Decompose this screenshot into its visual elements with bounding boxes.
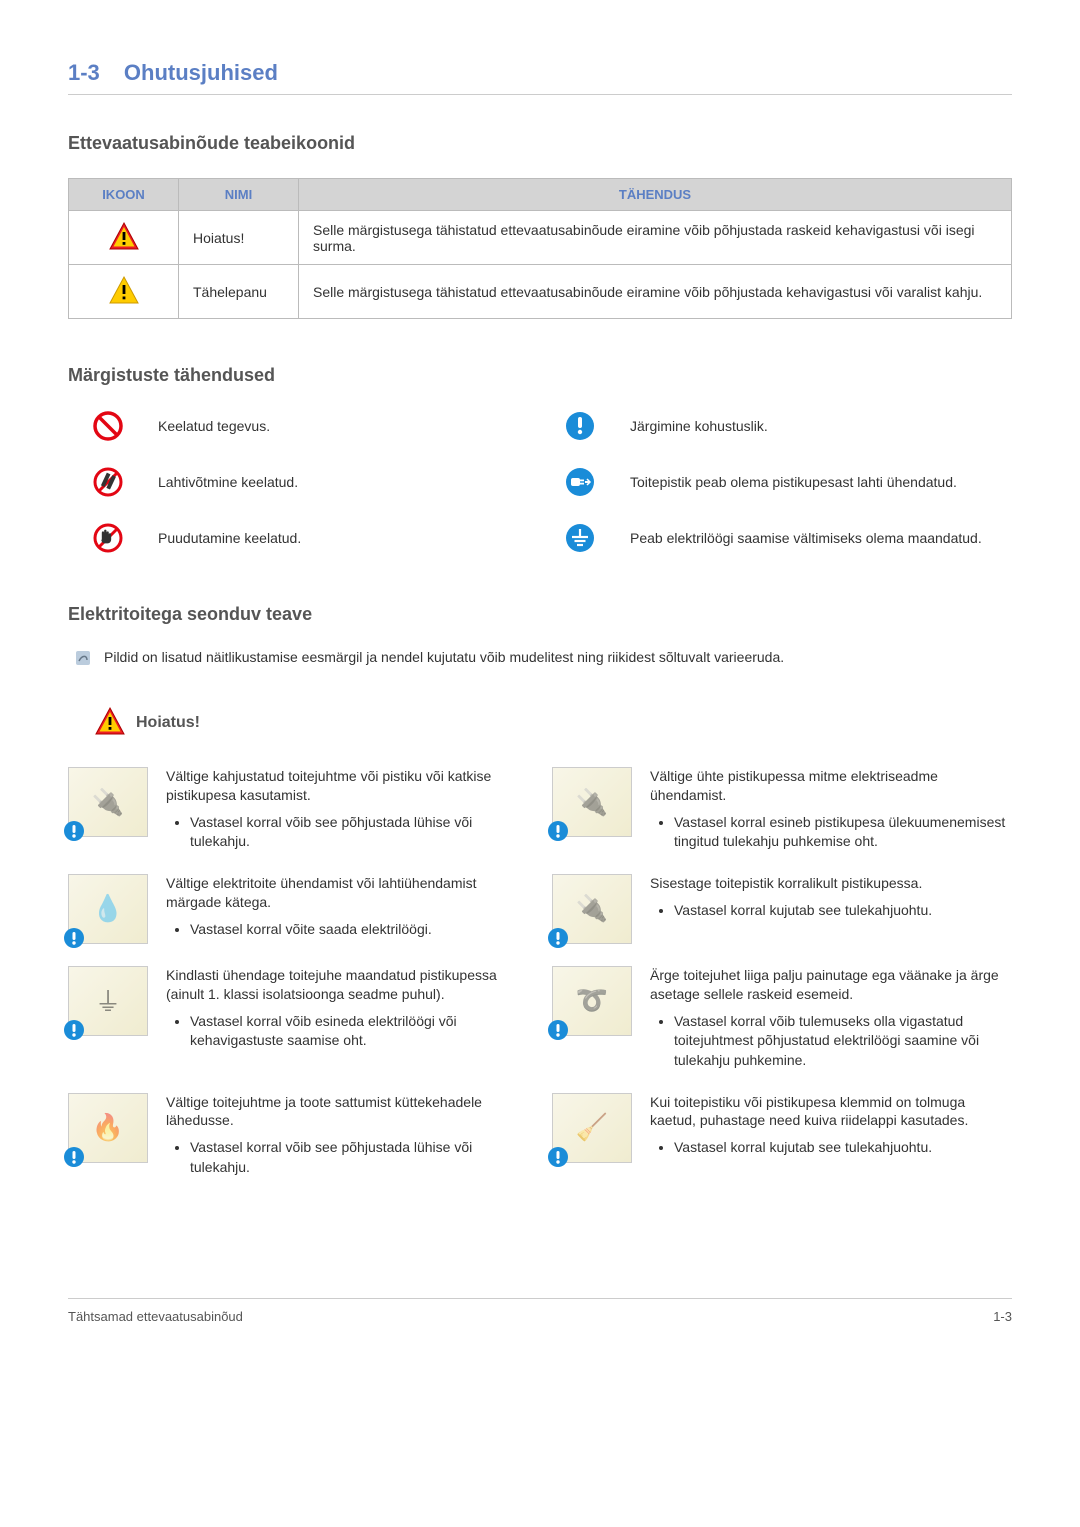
signs-heading: Märgistuste tähendused	[68, 365, 1012, 386]
sign-row: Järgimine kohustuslik.	[550, 410, 1002, 442]
icon-cell	[69, 265, 179, 319]
safety-body: Vältige elektritoite ühendamist või laht…	[166, 874, 528, 944]
safety-item: 🔌 Vältige ühte pistikupessa mitme elektr…	[552, 767, 1012, 852]
icon-cell	[69, 211, 179, 265]
note-row: Pildid on lisatud näitlikustamise eesmär…	[74, 649, 1012, 670]
safety-item: 🔌 Vältige kahjustatud toitejuhtme või pi…	[68, 767, 528, 852]
safety-title: Kui toitepistiku või pistikupesa klemmid…	[650, 1093, 1012, 1131]
safety-bullet: Vastasel korral kujutab see tulekahjuoht…	[674, 1138, 1012, 1158]
safety-body: Ärge toitejuhet liiga palju painutage eg…	[650, 966, 1012, 1071]
icons-table: IKOON NIMI TÄHENDUS Hoiatus! Selle märgi…	[68, 178, 1012, 319]
no-disassemble-icon	[78, 466, 138, 498]
mandatory-badge-icon	[547, 820, 569, 842]
safety-illustration: 🔌	[552, 767, 632, 837]
safety-bullet: Vastasel korral kujutab see tulekahjuoht…	[674, 901, 1012, 921]
safety-body: Sisestage toitepistik korralikult pistik…	[650, 874, 1012, 944]
name-cell: Tähelepanu	[179, 265, 299, 319]
warning-label: Hoiatus!	[136, 714, 200, 732]
safety-illustration: 🧹	[552, 1093, 632, 1163]
sign-row: Keelatud tegevus.	[78, 410, 530, 442]
safety-title: Ärge toitejuhet liiga palju painutage eg…	[650, 966, 1012, 1004]
safety-item: 💧 Vältige elektritoite ühendamist või la…	[68, 874, 528, 944]
sign-text: Keelatud tegevus.	[158, 418, 530, 434]
mandatory-badge-icon	[547, 1019, 569, 1041]
note-text: Pildid on lisatud näitlikustamise eesmär…	[104, 649, 784, 670]
safety-illustration: 🔌	[68, 767, 148, 837]
safety-illustration: 💧	[68, 874, 148, 944]
warning-header: Hoiatus!	[94, 706, 1012, 739]
sign-text: Lahtivõtmine keelatud.	[158, 474, 530, 490]
safety-bullet: Vastasel korral võib esineda elektrilöög…	[190, 1012, 528, 1051]
safety-item: ➰ Ärge toitejuhet liiga palju painutage …	[552, 966, 1012, 1071]
safety-title: Vältige ühte pistikupessa mitme elektris…	[650, 767, 1012, 805]
safety-title: Vältige toitejuhtme ja toote sattumist k…	[166, 1093, 528, 1131]
safety-grid: 🔌 Vältige kahjustatud toitejuhtme või pi…	[68, 767, 1012, 1178]
safety-item: 🔌 Sisestage toitepistik korralikult pist…	[552, 874, 1012, 944]
safety-title: Sisestage toitepistik korralikult pistik…	[650, 874, 1012, 893]
safety-title: Kindlasti ühendage toitejuhe maandatud p…	[166, 966, 528, 1004]
warning-icon	[94, 706, 126, 739]
sign-row: Toitepistik peab olema pistikupesast lah…	[550, 466, 1002, 498]
safety-bullet: Vastasel korral võib see põhjustada lühi…	[190, 813, 528, 852]
sign-text: Toitepistik peab olema pistikupesast lah…	[630, 474, 1002, 490]
page-footer: Tähtsamad ettevaatusabinõud 1-3	[68, 1298, 1012, 1324]
ground-icon	[550, 522, 610, 554]
safety-bullet: Vastasel korral võib see põhjustada lühi…	[190, 1138, 528, 1177]
safety-item: 🧹 Kui toitepistiku või pistikupesa klemm…	[552, 1093, 1012, 1178]
section-title: Ohutusjuhised	[124, 60, 278, 85]
safety-body: Vältige kahjustatud toitejuhtme või pist…	[166, 767, 528, 852]
icons-heading: Ettevaatusabinõude teabeikoonid	[68, 133, 1012, 154]
unplug-icon	[550, 466, 610, 498]
safety-title: Vältige elektritoite ühendamist või laht…	[166, 874, 528, 912]
table-row: Hoiatus! Selle märgistusega tähistatud e…	[69, 211, 1012, 265]
mandatory-badge-icon	[63, 1146, 85, 1168]
footer-left: Tähtsamad ettevaatusabinõud	[68, 1309, 243, 1324]
safety-item: 🔥 Vältige toitejuhtme ja toote sattumist…	[68, 1093, 528, 1178]
sign-text: Järgimine kohustuslik.	[630, 418, 1002, 434]
prohibit-icon	[78, 410, 138, 442]
section-heading: 1-3 Ohutusjuhised	[68, 60, 1012, 95]
safety-body: Kindlasti ühendage toitejuhe maandatud p…	[166, 966, 528, 1071]
sign-text: Puudutamine keelatud.	[158, 530, 530, 546]
meaning-cell: Selle märgistusega tähistatud ettevaatus…	[299, 265, 1012, 319]
name-cell: Hoiatus!	[179, 211, 299, 265]
safety-body: Vältige toitejuhtme ja toote sattumist k…	[166, 1093, 528, 1178]
mandatory-badge-icon	[547, 1146, 569, 1168]
th-icon: IKOON	[69, 179, 179, 211]
safety-item: ⏚ Kindlasti ühendage toitejuhe maandatud…	[68, 966, 528, 1071]
safety-bullet: Vastasel korral võib tulemuseks olla vig…	[674, 1012, 1012, 1071]
sign-text: Peab elektrilöögi saamise vältimiseks ol…	[630, 530, 1002, 546]
sign-row: Peab elektrilöögi saamise vältimiseks ol…	[550, 522, 1002, 554]
safety-bullet: Vastasel korral esineb pistikupesa üleku…	[674, 813, 1012, 852]
no-touch-icon	[78, 522, 138, 554]
table-row: Tähelepanu Selle märgistusega tähistatud…	[69, 265, 1012, 319]
signs-grid: Keelatud tegevus. Järgimine kohustuslik.…	[78, 410, 1002, 554]
safety-illustration: ➰	[552, 966, 632, 1036]
footer-right: 1-3	[993, 1309, 1012, 1324]
safety-body: Vältige ühte pistikupessa mitme elektris…	[650, 767, 1012, 852]
mandatory-badge-icon	[547, 927, 569, 949]
mandatory-icon	[550, 410, 610, 442]
note-icon	[74, 649, 92, 670]
mandatory-badge-icon	[63, 820, 85, 842]
safety-bullet: Vastasel korral võite saada elektrilöögi…	[190, 920, 528, 940]
meaning-cell: Selle märgistusega tähistatud ettevaatus…	[299, 211, 1012, 265]
safety-illustration: ⏚	[68, 966, 148, 1036]
th-meaning: TÄHENDUS	[299, 179, 1012, 211]
safety-illustration: 🔥	[68, 1093, 148, 1163]
th-name: NIMI	[179, 179, 299, 211]
safety-illustration: 🔌	[552, 874, 632, 944]
mandatory-badge-icon	[63, 1019, 85, 1041]
section-number: 1-3	[68, 60, 100, 85]
mandatory-badge-icon	[63, 927, 85, 949]
power-heading: Elektritoitega seonduv teave	[68, 604, 1012, 625]
safety-title: Vältige kahjustatud toitejuhtme või pist…	[166, 767, 528, 805]
sign-row: Lahtivõtmine keelatud.	[78, 466, 530, 498]
safety-body: Kui toitepistiku või pistikupesa klemmid…	[650, 1093, 1012, 1178]
sign-row: Puudutamine keelatud.	[78, 522, 530, 554]
